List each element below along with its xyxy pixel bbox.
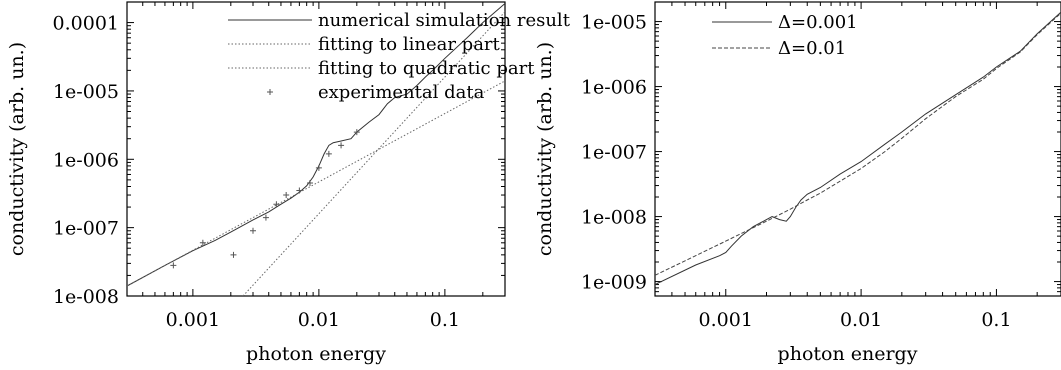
plot-area [655, 11, 1061, 286]
y-tick-label: 0.0001 [53, 13, 119, 35]
y-tick-label: 1e-008 [53, 286, 119, 308]
legend-label: Δ=0.001 [778, 12, 858, 33]
data-point [230, 251, 237, 258]
x-tick-label: 0.1 [430, 309, 460, 331]
y-tick-label: 1e-007 [53, 218, 119, 240]
x-tick-label: 0.1 [981, 309, 1011, 331]
data-point [262, 214, 269, 221]
legend-label: experimental data [318, 82, 485, 103]
series-2-line [127, 80, 505, 287]
data-point [306, 179, 313, 186]
legend: Δ=0.001 Δ=0.01 [712, 12, 858, 59]
data-point [250, 227, 256, 234]
x-tick-label: 0.001 [166, 309, 220, 331]
y-tick-label: 1e-008 [581, 207, 647, 229]
plot-area [127, 3, 505, 296]
data-point [296, 187, 303, 194]
x-tick-label: 0.01 [840, 309, 882, 331]
y-tick-label: 1e-006 [53, 149, 119, 171]
x-tick-label: 0.001 [699, 309, 753, 331]
legend-label: Δ=0.01 [778, 38, 846, 59]
legend-label: numerical simulation result [318, 10, 571, 31]
chart-1: 0.001 0.01 0.1 1e-008 1e-007 1e-006 1e-005 0.00… [6, 1, 571, 365]
legend-label: fitting to quadratic part [318, 58, 535, 79]
series-2-line [655, 12, 1061, 276]
series-3-line [242, 11, 505, 296]
y-tick-label: 1e-005 [581, 12, 647, 34]
x-axis-label: photon energy [246, 343, 386, 365]
y-tick-label: 1e-009 [581, 272, 647, 294]
plot-frame [126, 1, 506, 297]
legend: numerical simulation result fitting to li… [228, 10, 571, 103]
y-tick-label: 1e-005 [53, 81, 119, 103]
chart-2: 0.001 0.01 0.1 1e-009 1e-008 1e-007 1e-006 1e-0… [534, 1, 1061, 365]
data-point [325, 150, 332, 157]
data-point [353, 129, 360, 136]
y-tick-label: 1e-007 [581, 142, 647, 164]
x-axis-label: photon energy [778, 343, 918, 365]
series-1-line [127, 3, 505, 287]
series-1-line [655, 11, 1061, 286]
data-point [273, 201, 280, 208]
data-point [199, 239, 206, 246]
data-point [283, 192, 290, 199]
data-point [315, 164, 322, 171]
y-axis-label: conductivity (arb. un.) [534, 42, 556, 256]
plot-frame [654, 1, 1061, 297]
x-tick-label: 0.01 [298, 309, 340, 331]
legend-label: fitting to linear part [318, 34, 501, 55]
data-point [338, 142, 345, 149]
legend-marker [267, 89, 273, 95]
data-point [170, 262, 177, 269]
y-axis-label: conductivity (arb. un.) [6, 42, 28, 256]
y-tick-label: 1e-006 [581, 77, 647, 99]
